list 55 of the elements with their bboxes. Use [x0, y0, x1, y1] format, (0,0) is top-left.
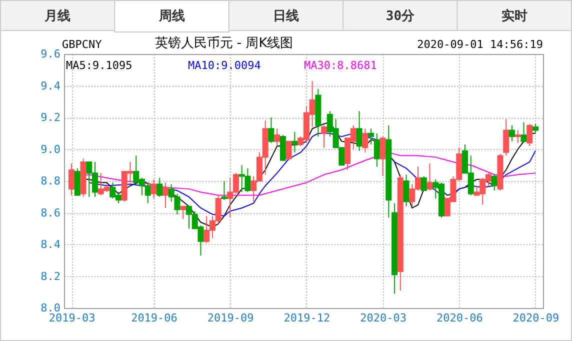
candlestick	[514, 130, 521, 144]
candlestick	[503, 118, 510, 156]
candlestick	[491, 174, 498, 192]
x-tick-label: 2020-06	[436, 312, 483, 324]
candlestick	[274, 128, 280, 147]
candlestick	[68, 163, 75, 196]
x-tick-label: 2019-03	[48, 312, 96, 324]
candlestick	[268, 117, 274, 144]
candlestick	[292, 131, 298, 153]
candlestick	[156, 177, 163, 198]
candlestick	[526, 123, 533, 147]
candlestick	[286, 140, 292, 161]
text: MA10:9.0094	[188, 59, 262, 72]
x-tick-label: 2020-09	[512, 312, 560, 324]
text: 日线	[273, 9, 299, 24]
x-tick-label: 2020-03	[360, 312, 406, 324]
candlestick	[508, 124, 515, 142]
x-tick-label: 2019-12	[284, 312, 330, 324]
candlestick	[321, 124, 328, 148]
y-tick-label: 9.2	[40, 111, 60, 124]
x-tick-label: 2019-09	[207, 312, 254, 324]
candlestick	[221, 180, 228, 201]
y-tick-label: 8.2	[40, 270, 60, 283]
candlestick	[403, 174, 410, 207]
candlestick	[368, 128, 374, 145]
candlestick	[426, 163, 433, 192]
candlestick	[280, 134, 286, 161]
candlestick	[356, 110, 362, 152]
x-tick-label: 2019-06	[131, 312, 178, 324]
text: 周线	[158, 9, 185, 24]
candlestick	[520, 122, 527, 144]
text: 实时	[501, 8, 528, 24]
candlestick	[180, 206, 186, 220]
candlestick	[532, 123, 538, 134]
candlestick	[150, 178, 157, 199]
y-tick-label: 9.6	[40, 48, 60, 60]
y-tick-label: 8.6	[40, 206, 60, 220]
y-tick-label: 8.4	[40, 238, 61, 251]
candlestick	[374, 132, 380, 168]
text: GBPCNY	[62, 38, 102, 51]
y-tick-label: 9.4	[40, 79, 61, 92]
y-tick-label: 8.0	[40, 302, 60, 314]
text: MA5:9.1095	[66, 59, 132, 72]
chart-title: 英镑人民币元 - 周K线图	[154, 36, 294, 51]
text: 月线	[44, 9, 71, 24]
text: MA30:8.8681	[304, 59, 377, 72]
text: 2020-09-01 14:56:19	[417, 38, 543, 51]
candlestick	[74, 168, 80, 196]
candlestick	[420, 176, 427, 192]
y-tick-label: 8.8	[40, 174, 60, 188]
candlestick	[162, 182, 168, 208]
candlestick	[362, 128, 368, 153]
y-tick-label: 9.0	[40, 142, 60, 156]
candlestick	[380, 136, 386, 177]
text: 30分	[386, 9, 416, 24]
